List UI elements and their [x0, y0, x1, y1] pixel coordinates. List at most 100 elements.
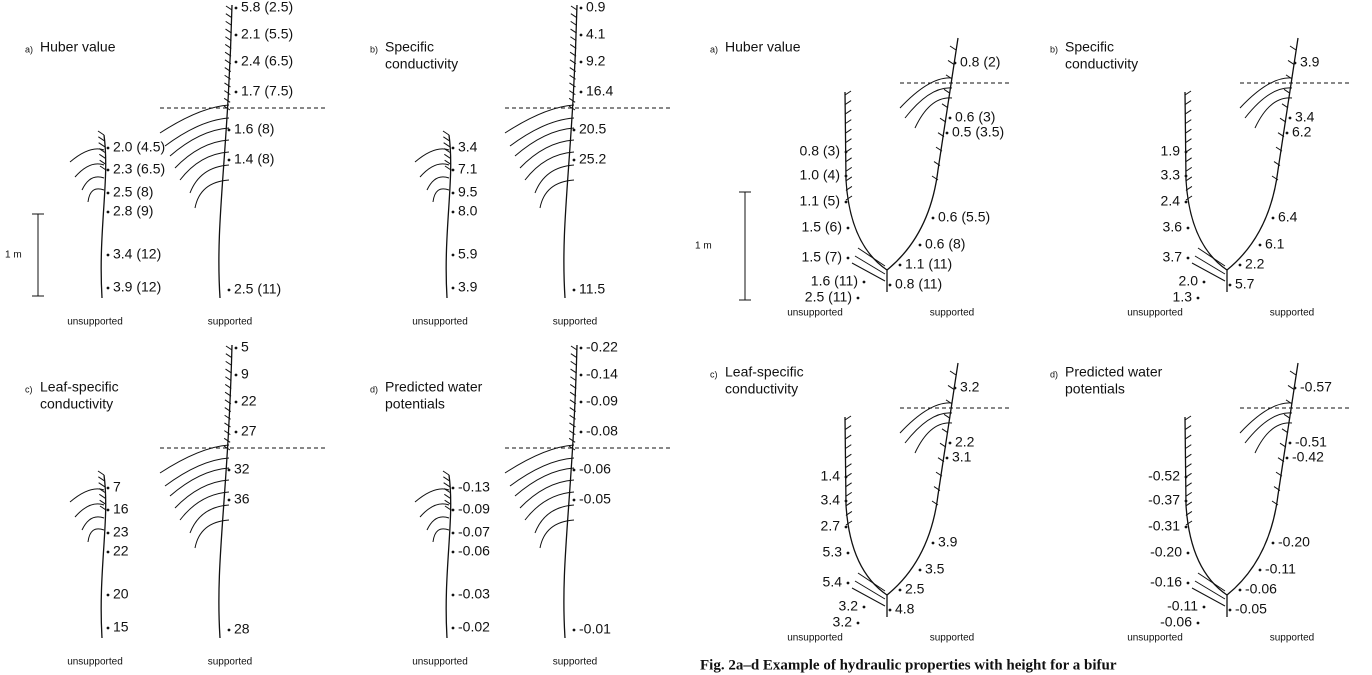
twig [1186, 483, 1192, 487]
twig [98, 471, 104, 475]
value-label: 2.8 (9) [113, 203, 153, 219]
twig [571, 346, 577, 350]
panel-title: potentials [385, 396, 445, 412]
twig [569, 438, 575, 442]
value-label: 2.4 (6.5) [241, 53, 293, 69]
value-label: 22 [113, 543, 129, 559]
branch [170, 468, 229, 496]
twig [950, 46, 956, 50]
value-label: 3.3 [1161, 167, 1181, 183]
axis-label: supported [553, 657, 597, 668]
branch [540, 180, 574, 208]
dot [946, 457, 949, 460]
dot [1203, 281, 1206, 284]
dot [573, 499, 576, 502]
branch [415, 149, 449, 162]
value-label: 1.6 (8) [234, 121, 274, 137]
branch [427, 517, 449, 530]
value-label: 5.7 [1235, 276, 1255, 292]
branch [82, 517, 104, 530]
value-label: 3.1 [952, 449, 972, 465]
branch [195, 520, 229, 548]
dot [573, 129, 576, 132]
panel-title: Specific [385, 39, 434, 55]
scale-label: 1 m [5, 250, 22, 261]
value-label: -0.42 [1292, 449, 1324, 465]
twig [224, 91, 230, 95]
value-label: 2.4 [1161, 193, 1181, 209]
dot [899, 589, 902, 592]
axis-label: unsupported [67, 317, 123, 328]
twig [224, 83, 230, 87]
page: {"left_figure": {"panels": [ {"letter": … [0, 0, 1372, 675]
twig [845, 120, 851, 124]
panel-letter: b) [370, 44, 378, 54]
value-label: 9 [241, 366, 249, 382]
axis-label: supported [930, 308, 974, 319]
dot [1239, 264, 1242, 267]
dot [845, 476, 848, 479]
value-label: -0.05 [579, 491, 611, 507]
dot [1187, 227, 1190, 230]
twig [224, 431, 230, 435]
dot [1185, 175, 1188, 178]
twig [571, 14, 577, 18]
dot [845, 526, 848, 529]
twig [443, 471, 449, 475]
branch [900, 78, 952, 108]
stem [845, 417, 887, 617]
dot [107, 627, 110, 630]
dot [573, 159, 576, 162]
dot [580, 34, 583, 37]
twig [226, 14, 232, 18]
twig [444, 143, 450, 147]
twig [948, 385, 954, 389]
twig [1186, 492, 1192, 496]
dot [452, 147, 455, 150]
value-label: 3.4 [458, 139, 478, 155]
dot [452, 594, 455, 597]
value-label: 1.4 [821, 468, 841, 484]
value-label: -0.09 [458, 501, 490, 517]
twig [443, 137, 449, 141]
dot [235, 347, 238, 350]
value-label: -0.01 [579, 621, 611, 637]
twig [845, 426, 851, 430]
dot [228, 159, 231, 162]
twig [1186, 177, 1192, 181]
value-label: -0.09 [586, 393, 618, 409]
figure: Fig. 2a–d Example of hydraulic propertie… [0, 0, 1372, 675]
panel-letter: a) [25, 44, 33, 54]
value-label: 2.7 [821, 518, 841, 534]
axis-label: unsupported [1127, 308, 1183, 319]
dot [580, 401, 583, 404]
dot [1286, 457, 1289, 460]
twig [99, 483, 105, 487]
twig [846, 167, 852, 171]
value-label: 4.8 [895, 601, 915, 617]
twig [443, 131, 449, 135]
branch [1245, 88, 1292, 118]
dot [1185, 476, 1188, 479]
twig [445, 160, 451, 164]
axis-label: unsupported [787, 308, 843, 319]
twig [846, 502, 852, 506]
value-label: 0.6 (5.5) [938, 209, 990, 225]
dot [1187, 582, 1190, 585]
twig [1186, 502, 1192, 506]
branch [905, 413, 952, 443]
dot [1259, 244, 1262, 247]
dot [235, 91, 238, 94]
twig [1185, 464, 1191, 468]
axis-label: supported [208, 317, 252, 328]
dot [1294, 62, 1297, 65]
dot [580, 61, 583, 64]
twig [1185, 454, 1191, 458]
twig [845, 454, 851, 458]
dot [1185, 201, 1188, 204]
dot [1286, 132, 1289, 135]
value-label: -0.31 [1148, 518, 1180, 534]
branch [175, 480, 229, 508]
twig [1185, 435, 1191, 439]
value-label: 2.5 (8) [113, 184, 153, 200]
